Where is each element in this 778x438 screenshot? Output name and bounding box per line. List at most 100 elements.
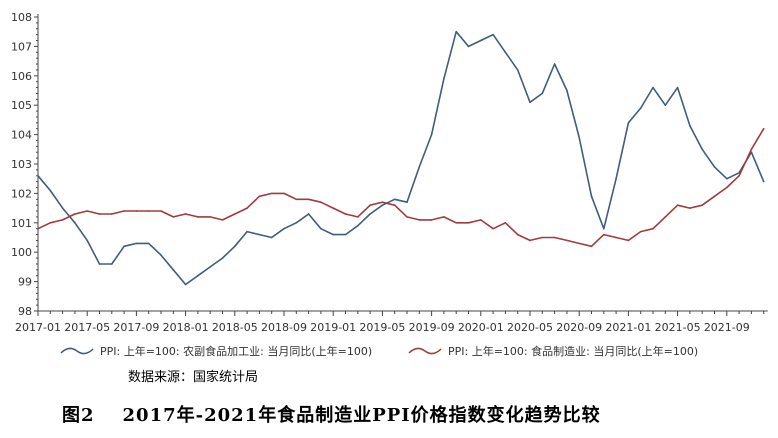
data-point — [603, 227, 605, 230]
data-point — [61, 207, 64, 209]
data-point — [762, 127, 765, 130]
legend-swatch-food — [408, 347, 442, 355]
data-point — [738, 174, 740, 177]
data-point — [590, 195, 593, 198]
y-tick-label: 103 — [11, 158, 32, 171]
data-point — [553, 63, 556, 65]
data-point — [332, 207, 335, 209]
series-line-0 — [37, 30, 765, 286]
data-point — [529, 101, 531, 104]
data-point — [467, 45, 470, 48]
data-point — [455, 30, 458, 33]
figure-title: 2017年-2021年食品制造业PPI价格指数变化趋势比较 — [122, 405, 601, 426]
data-point — [627, 239, 630, 242]
data-point — [418, 166, 421, 168]
x-tick-label: 2017-09 — [113, 321, 159, 334]
data-point — [676, 86, 679, 89]
legend-label-food: PPI: 上年=100: 食品制造业: 当月同比(上年=100) — [448, 345, 699, 358]
data-point — [74, 222, 76, 224]
figure-number: 图2 — [62, 405, 95, 426]
data-point — [320, 227, 322, 230]
data-point — [430, 219, 433, 221]
data-point — [221, 257, 224, 259]
data-point — [480, 39, 482, 42]
data-point — [307, 198, 310, 201]
data-source: 数据来源：国家统计局 — [128, 370, 259, 385]
data-point — [504, 222, 507, 224]
x-tick-label: 2017-05 — [64, 321, 110, 334]
data-point — [639, 230, 642, 233]
data-point — [664, 216, 667, 218]
data-point — [762, 180, 765, 183]
data-point — [689, 124, 691, 127]
data-point — [307, 213, 310, 215]
data-point — [504, 51, 507, 54]
data-point — [98, 263, 101, 265]
legend-item-food: PPI: 上年=100: 食品制造业: 当月同比(上年=100) — [408, 343, 698, 359]
y-tick-label: 106 — [11, 70, 32, 83]
data-point — [111, 263, 113, 265]
data-point — [357, 216, 359, 218]
y-tick-label: 104 — [11, 129, 32, 142]
legend-item-agri: PPI: 上年=100: 农副食品加工业: 当月同比(上年=100) — [60, 343, 372, 359]
data-point — [172, 269, 175, 271]
data-point — [197, 274, 199, 277]
y-tick-label: 101 — [11, 217, 32, 230]
data-point — [664, 104, 667, 106]
data-point — [443, 216, 445, 218]
data-point — [61, 219, 64, 221]
data-point — [123, 245, 125, 248]
data-point — [332, 233, 335, 236]
data-point — [430, 133, 433, 136]
legend-label-agri: PPI: 上年=100: 农副食品加工业: 当月同比(上年=100) — [100, 345, 373, 358]
data-point — [492, 227, 494, 230]
x-tick-label: 2020-05 — [507, 321, 553, 334]
data-point — [529, 239, 531, 242]
data-point — [160, 210, 162, 212]
data-point — [209, 216, 211, 218]
x-tick-label: 2019-01 — [310, 321, 356, 334]
data-point — [184, 283, 187, 286]
data-point — [37, 227, 39, 230]
data-point — [172, 216, 175, 218]
data-point — [320, 201, 322, 204]
data-point — [74, 213, 76, 215]
data-point — [160, 254, 162, 256]
x-tick-label: 2020-01 — [458, 321, 504, 334]
data-point — [516, 233, 519, 236]
x-tick-label: 2018-09 — [261, 321, 307, 334]
data-point — [541, 92, 544, 95]
data-point — [750, 148, 753, 151]
data-point — [98, 213, 101, 215]
data-point — [480, 219, 482, 221]
series-line-1 — [37, 128, 765, 248]
data-point — [443, 77, 445, 80]
data-point — [344, 233, 347, 236]
y-tick-label: 98 — [18, 305, 32, 318]
data-point — [652, 86, 654, 89]
x-tick-label: 2019-09 — [409, 321, 455, 334]
data-point — [726, 177, 728, 180]
data-point — [135, 210, 138, 212]
data-point — [566, 239, 568, 242]
data-point — [270, 236, 273, 239]
data-point — [184, 213, 187, 215]
data-point — [492, 33, 494, 36]
data-point — [393, 204, 396, 206]
data-point — [37, 174, 39, 177]
data-point — [86, 239, 88, 242]
data-point — [135, 242, 138, 245]
data-point — [689, 207, 691, 209]
legend-swatch-agri — [60, 347, 94, 355]
data-point — [578, 242, 580, 245]
data-point — [676, 204, 679, 206]
data-point — [246, 207, 248, 209]
x-tick-label: 2020-09 — [556, 321, 602, 334]
data-point — [344, 213, 347, 215]
data-point — [111, 213, 113, 215]
data-point — [295, 222, 298, 224]
y-tick-label: 99 — [18, 276, 32, 289]
x-tick-label: 2021-05 — [655, 321, 701, 334]
x-tick-label: 2021-01 — [605, 321, 651, 334]
